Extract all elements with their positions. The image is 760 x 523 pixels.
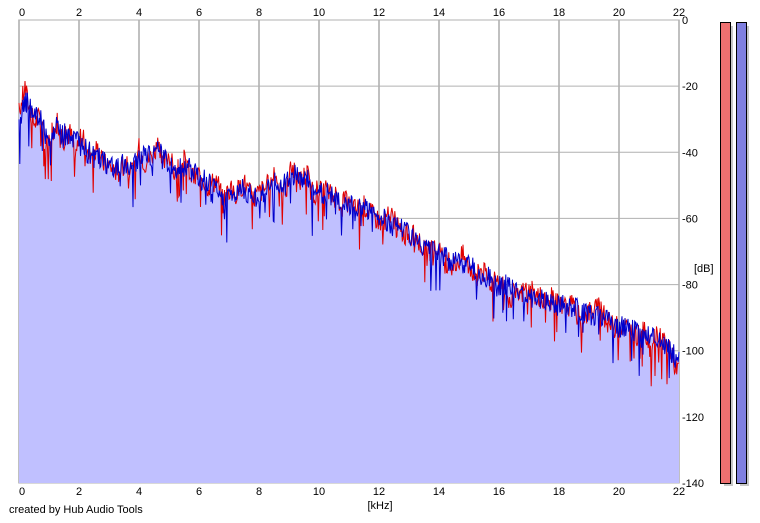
x-tick-label-top: 14 — [433, 7, 445, 19]
x-tick-label-top: 18 — [553, 7, 565, 19]
y-axis-label: [dB] — [694, 263, 714, 275]
x-tick-label-top: 0 — [19, 7, 25, 19]
x-tick-label-bottom: 8 — [256, 486, 262, 498]
x-tick-label-top: 20 — [613, 7, 625, 19]
y-tick-label: 0 — [682, 15, 688, 27]
x-tick-label-bottom: 22 — [673, 486, 685, 498]
x-tick-label-bottom: 10 — [313, 486, 325, 498]
spectrum-fill — [19, 81, 679, 483]
y-tick-label: -80 — [682, 280, 698, 292]
x-tick-label-bottom: 0 — [19, 486, 25, 498]
x-tick-label-top: 8 — [256, 7, 262, 19]
x-tick-label-top: 12 — [373, 7, 385, 19]
x-tick-label-bottom: 16 — [493, 486, 505, 498]
level-meter-right — [736, 22, 747, 484]
x-tick-label-top: 22 — [673, 7, 685, 19]
y-tick-label: -40 — [682, 147, 698, 159]
y-tick-label: -60 — [682, 213, 698, 225]
x-axis-label: [kHz] — [367, 500, 392, 512]
y-tick-label: -120 — [682, 412, 704, 424]
y-tick-label: -140 — [682, 478, 704, 490]
series-red-line — [18, 80, 680, 387]
x-tick-label-bottom: 18 — [553, 486, 565, 498]
series-blue-line — [18, 92, 680, 379]
x-tick-label-top: 16 — [493, 7, 505, 19]
series-group — [18, 80, 680, 387]
x-tick-label-bottom: 20 — [613, 486, 625, 498]
level-meter-left — [720, 22, 731, 484]
y-tick-label: -20 — [682, 81, 698, 93]
x-tick-label-bottom: 12 — [373, 486, 385, 498]
x-tick-label-top: 4 — [136, 7, 142, 19]
x-tick-label-top: 6 — [196, 7, 202, 19]
credit-text: created by Hub Audio Tools — [9, 504, 143, 516]
x-tick-label-bottom: 6 — [196, 486, 202, 498]
x-tick-label-top: 2 — [76, 7, 82, 19]
y-tick-label: -100 — [682, 346, 704, 358]
x-tick-label-bottom: 2 — [76, 486, 82, 498]
tick-labels: 002244668810101212141416161818202022220-… — [19, 7, 704, 498]
x-tick-label-bottom: 4 — [136, 486, 142, 498]
x-tick-label-top: 10 — [313, 7, 325, 19]
x-tick-label-bottom: 14 — [433, 486, 445, 498]
